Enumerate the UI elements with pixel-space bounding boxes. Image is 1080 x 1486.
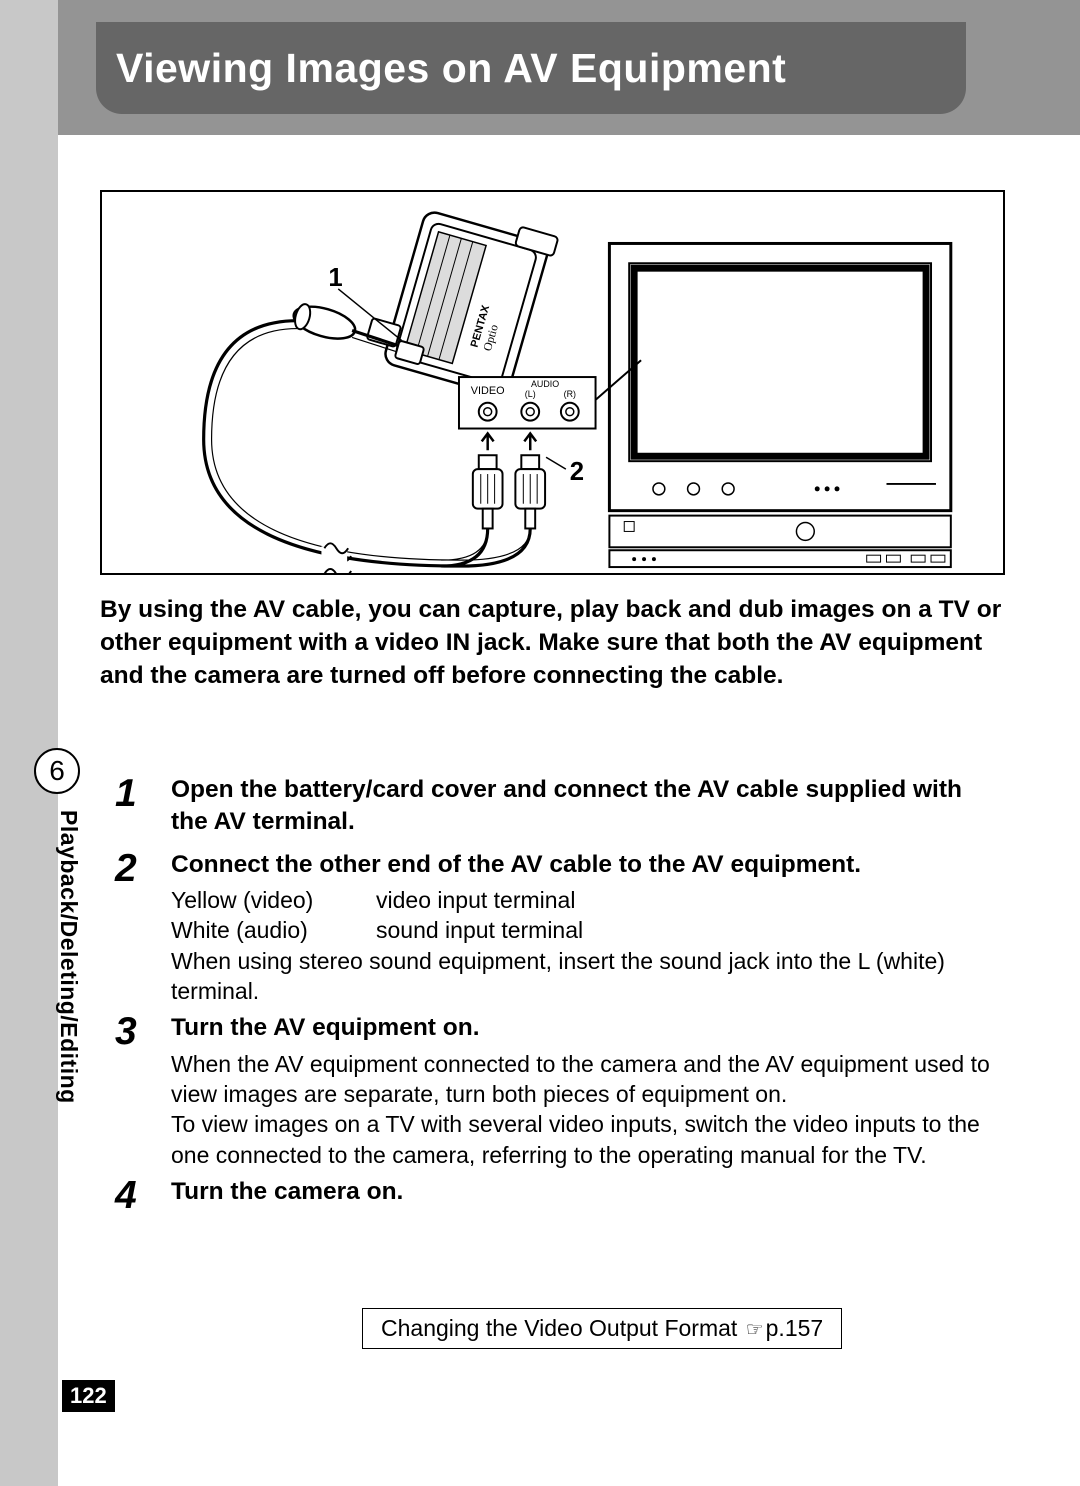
step-title: Turn the AV equipment on.: [171, 1012, 1005, 1044]
header-tab: Viewing Images on AV Equipment: [96, 22, 966, 114]
callout-2: 2: [570, 458, 584, 486]
step-number: 1: [115, 774, 171, 815]
connection-diagram: PENTAX Optio VIDEO AUDIO (L) (R): [100, 190, 1005, 575]
step-title: Open the battery/card cover and connect …: [171, 774, 1005, 839]
step-number: 3: [115, 1012, 171, 1053]
crossref-page: p.157: [766, 1315, 824, 1341]
step-title: Turn the camera on.: [171, 1176, 1005, 1208]
callout-1: 1: [328, 264, 342, 292]
terminal-label: White (audio): [171, 915, 376, 945]
crossref-text: Changing the Video Output Format: [381, 1315, 744, 1341]
terminal-value: video input terminal: [376, 885, 575, 915]
step-note: When using stereo sound equipment, inser…: [171, 946, 1005, 1007]
jack-label-audio: AUDIO: [531, 379, 559, 389]
jack-label-l: (L): [525, 389, 536, 399]
terminal-label: Yellow (video): [171, 885, 376, 915]
step-number: 4: [115, 1176, 171, 1217]
section-number-circle: 6: [34, 748, 80, 794]
step-note: When the AV equipment connected to the c…: [171, 1049, 1005, 1170]
diagram-svg: PENTAX Optio VIDEO AUDIO (L) (R): [102, 192, 1003, 573]
cross-reference-box: Changing the Video Output Format ☞p.157: [362, 1308, 842, 1349]
terminal-row-audio: White (audio) sound input terminal: [171, 915, 1005, 945]
jack-label-video: VIDEO: [471, 385, 505, 397]
step-title: Connect the other end of the AV cable to…: [171, 849, 1005, 881]
step-1: 1 Open the battery/card cover and connec…: [115, 774, 1005, 843]
section-marker: 6: [34, 748, 80, 794]
step-3: 3 Turn the AV equipment on. When the AV …: [115, 1012, 1005, 1170]
step-4: 4 Turn the camera on.: [115, 1176, 1005, 1217]
pointer-icon: ☞: [746, 1317, 764, 1342]
section-number: 6: [49, 755, 65, 787]
rca-plug-2: [515, 455, 545, 528]
jack-label-r: (R): [564, 389, 576, 399]
step-2: 2 Connect the other end of the AV cable …: [115, 849, 1005, 1007]
left-sidebar: [0, 0, 58, 1486]
steps-list: 1 Open the battery/card cover and connec…: [115, 774, 1005, 1223]
terminal-value: sound input terminal: [376, 915, 583, 945]
page-number: 122: [62, 1380, 115, 1412]
page-title: Viewing Images on AV Equipment: [116, 45, 786, 92]
rca-plug-1: [473, 455, 503, 528]
terminal-row-video: Yellow (video) video input terminal: [171, 885, 1005, 915]
intro-paragraph: By using the AV cable, you can capture, …: [100, 594, 1005, 692]
step-number: 2: [115, 849, 171, 890]
section-label: Playback/Deleting/Editing: [52, 810, 82, 1180]
